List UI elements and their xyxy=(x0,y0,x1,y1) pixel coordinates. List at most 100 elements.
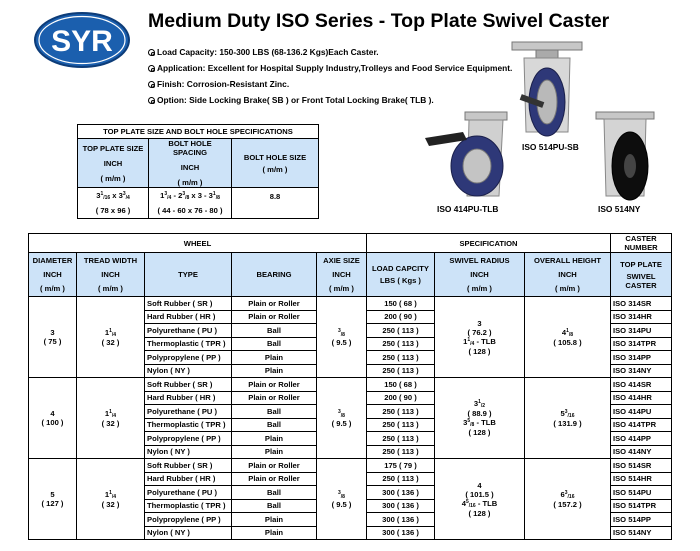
type-cell: Soft Rubber ( SR ) xyxy=(144,377,232,392)
table-row: Polypropylene ( PP ) Plain 300 ( 136 ) ISO … xyxy=(29,512,672,527)
bolt-size-value: 8.8 xyxy=(231,187,319,219)
part-number-cell: ISO 414HR xyxy=(610,390,672,405)
type-cell: Hard Rubber ( HR ) xyxy=(144,309,232,324)
header-swivel-caster: TOP PLATE SWIVEL CASTER xyxy=(610,252,672,297)
bullet-application: Application: Excellent for Hospital Supp… xyxy=(148,60,512,76)
load-cell: 250 ( 113 ) xyxy=(366,350,435,365)
bullet-icon xyxy=(148,65,155,72)
header-type: TYPE xyxy=(144,252,232,297)
caption-414pu-tlb: ISO 414PU-TLB xyxy=(437,204,499,214)
bullet-finish: Finish: Corrosion-Resistant Zinc. xyxy=(148,76,512,92)
bullet-icon xyxy=(148,81,155,88)
load-cell: 250 ( 113 ) xyxy=(366,444,435,459)
bearing-cell: Plain or Roller xyxy=(231,390,317,405)
bearing-cell: Plain or Roller xyxy=(231,471,317,486)
type-cell: Polypropylene ( PP ) xyxy=(144,512,232,527)
part-number-cell: ISO 414TPR xyxy=(610,417,672,432)
table-row: Nylon ( NY ) Plain 250 ( 113 ) ISO 414NY xyxy=(29,444,672,459)
part-number-cell: ISO 514PU xyxy=(610,485,672,500)
type-cell: Polypropylene ( PP ) xyxy=(144,350,232,365)
bullet-option: Option: Side Locking Brake( SB ) or Fron… xyxy=(148,92,512,108)
type-cell: Soft Rubber ( SR ) xyxy=(144,296,232,311)
bearing-cell: Plain xyxy=(231,350,317,365)
load-cell: 300 ( 136 ) xyxy=(366,485,435,500)
header-load-capacity: LOAD CAPCITY LBS ( Kgs ) xyxy=(366,252,435,297)
table-row: 4( 100 ) 11/4( 32 ) Soft Rubber ( SR ) Plai… xyxy=(28,377,672,459)
table-row: Polyurethane ( PU ) Ball 250 ( 113 ) ISO 31… xyxy=(29,323,672,338)
part-number-cell: ISO 514HR xyxy=(610,471,672,486)
type-cell: Soft Rubber ( SR ) xyxy=(144,458,232,473)
caster-spec-table: WHEEL SPECIFICATION CASTER NUMBER DIAMET… xyxy=(28,233,672,540)
header-axle-size: AXIE SIZE INCH( m/m ) xyxy=(316,252,367,297)
feature-list: Load Capacity: 150-300 LBS (68-136.2 Kgs… xyxy=(148,44,512,108)
bearing-cell: Ball xyxy=(231,417,317,432)
table-row: Nylon ( NY ) Plain 300 ( 136 ) ISO 514NY xyxy=(29,525,672,540)
bullet-load-capacity: Load Capacity: 150-300 LBS (68-136.2 Kgs… xyxy=(148,44,512,60)
bearing-cell: Plain xyxy=(231,363,317,378)
type-cell: Polypropylene ( PP ) xyxy=(144,431,232,446)
bearing-cell: Plain xyxy=(231,444,317,459)
caster-image-514ny xyxy=(595,111,655,201)
group-specification: SPECIFICATION xyxy=(366,233,611,253)
part-number-cell: ISO 414NY xyxy=(610,444,672,459)
diameter-cell: 3( 75 ) xyxy=(28,296,77,378)
axle-cell: 3/8( 9.5 ) xyxy=(316,458,367,540)
load-cell: 300 ( 136 ) xyxy=(366,498,435,513)
caster-image-514pu-sb xyxy=(511,41,583,137)
type-cell: Hard Rubber ( HR ) xyxy=(144,390,232,405)
table-row: Thermoplastic ( TPR ) Ball 250 ( 113 ) ISO … xyxy=(29,417,672,432)
part-number-cell: ISO 414PU xyxy=(610,404,672,419)
bearing-cell: Plain or Roller xyxy=(231,309,317,324)
header-bolt-hole-spacing: BOLT HOLE SPACING INCH( m/m ) xyxy=(148,138,232,188)
type-cell: Nylon ( NY ) xyxy=(144,444,232,459)
part-number-cell: ISO 514SR xyxy=(610,458,672,473)
part-number-cell: ISO 314PU xyxy=(610,323,672,338)
part-number-cell: ISO 514NY xyxy=(610,525,672,540)
bearing-cell: Plain xyxy=(231,512,317,527)
swivel-radius-cell: 3( 76.2 ) 11/4 - TLB( 128 ) xyxy=(434,296,525,378)
syr-logo: SYR xyxy=(34,12,130,68)
plate-size-value: 31/16 x 33/4 ( 78 x 96 ) xyxy=(77,187,149,219)
table-row: Polyurethane ( PU ) Ball 250 ( 113 ) ISO 41… xyxy=(29,404,672,419)
table-row: Hard Rubber ( HR ) Plain or Roller 250 ( 1… xyxy=(29,471,672,486)
swivel-radius-cell: 31/2( 88.9 ) 35/8 - TLB( 128 ) xyxy=(434,377,525,459)
table-row: Nylon ( NY ) Plain 250 ( 113 ) ISO 314NY xyxy=(29,363,672,378)
part-number-cell: ISO 314HR xyxy=(610,309,672,324)
type-cell: Polyurethane ( PU ) xyxy=(144,323,232,338)
part-number-cell: ISO 314SR xyxy=(610,296,672,311)
type-cell: Polyurethane ( PU ) xyxy=(144,404,232,419)
top-plate-table: TOP PLATE SIZE AND BOLT HOLE SPECIFICATI… xyxy=(77,124,319,219)
overall-height-cell: 53/16( 131.9 ) xyxy=(524,377,611,459)
tread-width-cell: 11/4( 32 ) xyxy=(76,296,145,378)
type-cell: Nylon ( NY ) xyxy=(144,363,232,378)
load-cell: 250 ( 113 ) xyxy=(366,404,435,419)
axle-cell: 3/8( 9.5 ) xyxy=(316,296,367,378)
bearing-cell: Plain xyxy=(231,525,317,540)
table-row: Hard Rubber ( HR ) Plain or Roller 200 ( 9… xyxy=(29,390,672,405)
table-row: Polypropylene ( PP ) Plain 250 ( 113 ) ISO … xyxy=(29,350,672,365)
header-tread-width: TREAD WIDTH INCH( m/m ) xyxy=(76,252,145,297)
bearing-cell: Plain or Roller xyxy=(231,458,317,473)
bearing-cell: Ball xyxy=(231,498,317,513)
table-row: Polyurethane ( PU ) Ball 300 ( 136 ) ISO 51… xyxy=(29,485,672,500)
table-row: Thermoplastic ( TPR ) Ball 250 ( 113 ) ISO … xyxy=(29,336,672,351)
overall-height-cell: 41/8( 105.8 ) xyxy=(524,296,611,378)
load-cell: 300 ( 136 ) xyxy=(366,525,435,540)
load-cell: 175 ( 79 ) xyxy=(366,458,435,473)
part-number-cell: ISO 314NY xyxy=(610,363,672,378)
table-row: 5( 127 ) 11/4( 32 ) Soft Rubber ( SR ) Plai… xyxy=(28,458,672,540)
header-diameter: DIAMETER INCH( m/m ) xyxy=(28,252,77,297)
load-cell: 250 ( 113 ) xyxy=(366,417,435,432)
type-cell: Polyurethane ( PU ) xyxy=(144,485,232,500)
logo-text: SYR xyxy=(51,25,113,58)
load-cell: 150 ( 68 ) xyxy=(366,296,435,311)
swivel-radius-cell: 4( 101.5 ) 45/16 - TLB( 128 ) xyxy=(434,458,525,540)
bearing-cell: Plain or Roller xyxy=(231,377,317,392)
load-cell: 200 ( 90 ) xyxy=(366,309,435,324)
header-bearing: BEARING xyxy=(231,252,317,297)
type-cell: Thermoplastic ( TPR ) xyxy=(144,417,232,432)
header-bolt-hole-size: BOLT HOLE SIZE( m/m ) xyxy=(231,138,319,188)
part-number-cell: ISO 414SR xyxy=(610,377,672,392)
part-number-cell: ISO 514TPR xyxy=(610,498,672,513)
part-number-cell: ISO 314TPR xyxy=(610,336,672,351)
